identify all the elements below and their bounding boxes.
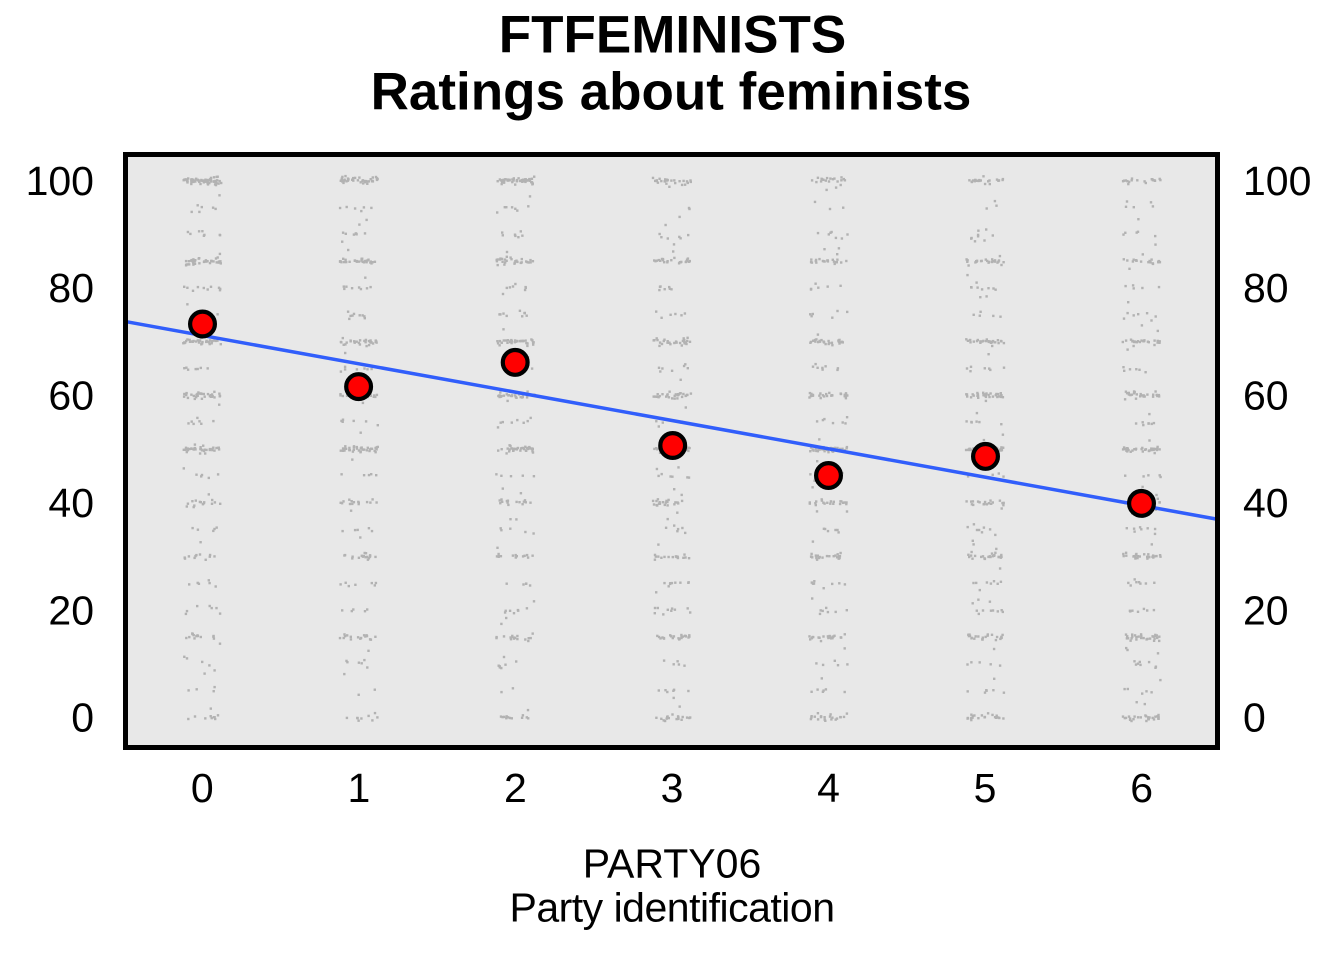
- svg-text:PARTY06: PARTY06: [583, 841, 762, 887]
- svg-text:20: 20: [1243, 587, 1289, 633]
- svg-text:6: 6: [1130, 765, 1153, 811]
- svg-text:4: 4: [817, 765, 840, 811]
- svg-text:Party identification: Party identification: [509, 885, 834, 931]
- svg-text:3: 3: [661, 765, 684, 811]
- svg-text:100: 100: [26, 158, 94, 204]
- svg-text:40: 40: [1243, 480, 1289, 526]
- svg-text:5: 5: [974, 765, 997, 811]
- svg-text:100: 100: [1243, 158, 1311, 204]
- svg-text:2: 2: [504, 765, 527, 811]
- svg-text:40: 40: [48, 480, 94, 526]
- svg-text:0: 0: [1243, 695, 1266, 741]
- svg-text:FTFEMINISTS: FTFEMINISTS: [499, 6, 846, 65]
- svg-text:80: 80: [48, 265, 94, 311]
- svg-text:Ratings about feminists: Ratings about feminists: [371, 63, 972, 122]
- svg-text:0: 0: [71, 695, 94, 741]
- svg-text:60: 60: [1243, 373, 1289, 419]
- svg-text:0: 0: [191, 765, 214, 811]
- svg-text:80: 80: [1243, 265, 1289, 311]
- svg-text:1: 1: [347, 765, 370, 811]
- svg-text:60: 60: [48, 373, 94, 419]
- svg-text:20: 20: [48, 587, 94, 633]
